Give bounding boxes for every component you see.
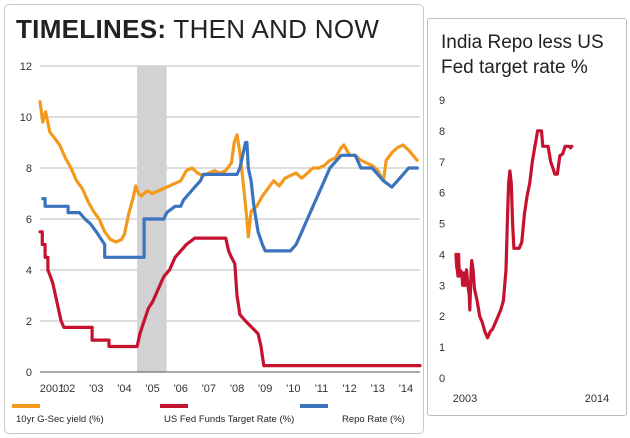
left-y-tick-label: 8	[26, 163, 32, 175]
fed-funds-line	[38, 230, 422, 368]
right-chart-frame	[427, 18, 627, 416]
left-y-tick-label: 6	[26, 214, 32, 226]
left-x-tick-label: '10	[286, 383, 300, 395]
right-chart-title: India Repo less US Fed target rate %	[441, 32, 604, 78]
legend-label: 10yr G-Sec yield (%)	[16, 414, 104, 425]
repo-rate-line	[41, 140, 419, 259]
left-x-tick-label: '06	[174, 383, 188, 395]
left-chart-gridlines	[40, 65, 420, 322]
right-chart-series	[454, 129, 574, 340]
right-x-tick-label: 2003	[453, 393, 477, 405]
left-y-tick-label: 0	[26, 367, 32, 379]
left-x-tick-label: '14	[399, 383, 413, 395]
left-y-tick-label: 2	[26, 316, 32, 328]
left-x-tick-label: '08	[230, 383, 244, 395]
main-title-rest: THEN AND NOW	[166, 14, 380, 44]
left-x-tick-label: '07	[202, 383, 216, 395]
left-x-tick-label: '02	[61, 383, 75, 395]
left-x-tick-label: '11	[315, 383, 329, 395]
left-chart-legend: 10yr G-Sec yield (%) US Fed Funds Target …	[12, 404, 405, 425]
left-x-tick-label: '04	[117, 383, 131, 395]
right-y-tick-label: 5	[439, 219, 445, 231]
left-chart-frame	[4, 4, 424, 434]
legend-label: US Fed Funds Target Rate (%)	[164, 414, 294, 425]
right-y-tick-label: 3	[439, 280, 445, 292]
right-y-tick-label: 0	[439, 373, 445, 385]
legend-label: Repo Rate (%)	[342, 414, 405, 425]
right-y-tick-label: 2	[439, 311, 445, 323]
right-y-tick-label: 4	[439, 249, 445, 261]
right-chart-tick-labels: 0 1 2 3 4 5 6 7 8 9 2003 2014	[439, 95, 609, 405]
left-y-tick-label: 4	[26, 265, 32, 277]
right-x-tick-label: 2014	[585, 393, 609, 405]
left-y-tick-label: 12	[20, 61, 32, 73]
right-y-tick-label: 9	[439, 95, 445, 107]
repo-less-fed-line	[454, 129, 574, 340]
main-title: TIMELINES: THEN AND NOW	[16, 14, 379, 45]
left-x-tick-label: 2001	[40, 383, 64, 395]
right-y-tick-label: 7	[439, 157, 445, 169]
gsec-yield-line	[38, 100, 419, 244]
right-y-tick-label: 1	[439, 342, 445, 354]
main-title-bold: TIMELINES:	[16, 14, 167, 44]
left-x-tick-label: '05	[145, 383, 159, 395]
left-x-tick-label: '09	[258, 383, 272, 395]
left-chart-series	[38, 100, 422, 368]
left-x-tick-label: '13	[371, 383, 385, 395]
left-y-tick-label: 10	[20, 112, 32, 124]
right-y-tick-label: 6	[439, 188, 445, 200]
left-x-tick-label: '03	[89, 383, 103, 395]
left-x-tick-label: '12	[342, 383, 356, 395]
right-y-tick-label: 8	[439, 126, 445, 138]
left-chart-tick-labels: 0 2 4 6 8 10 12 2001'02 '03 '04 '05 '06 '07 '08 '09 '10…	[20, 61, 413, 395]
